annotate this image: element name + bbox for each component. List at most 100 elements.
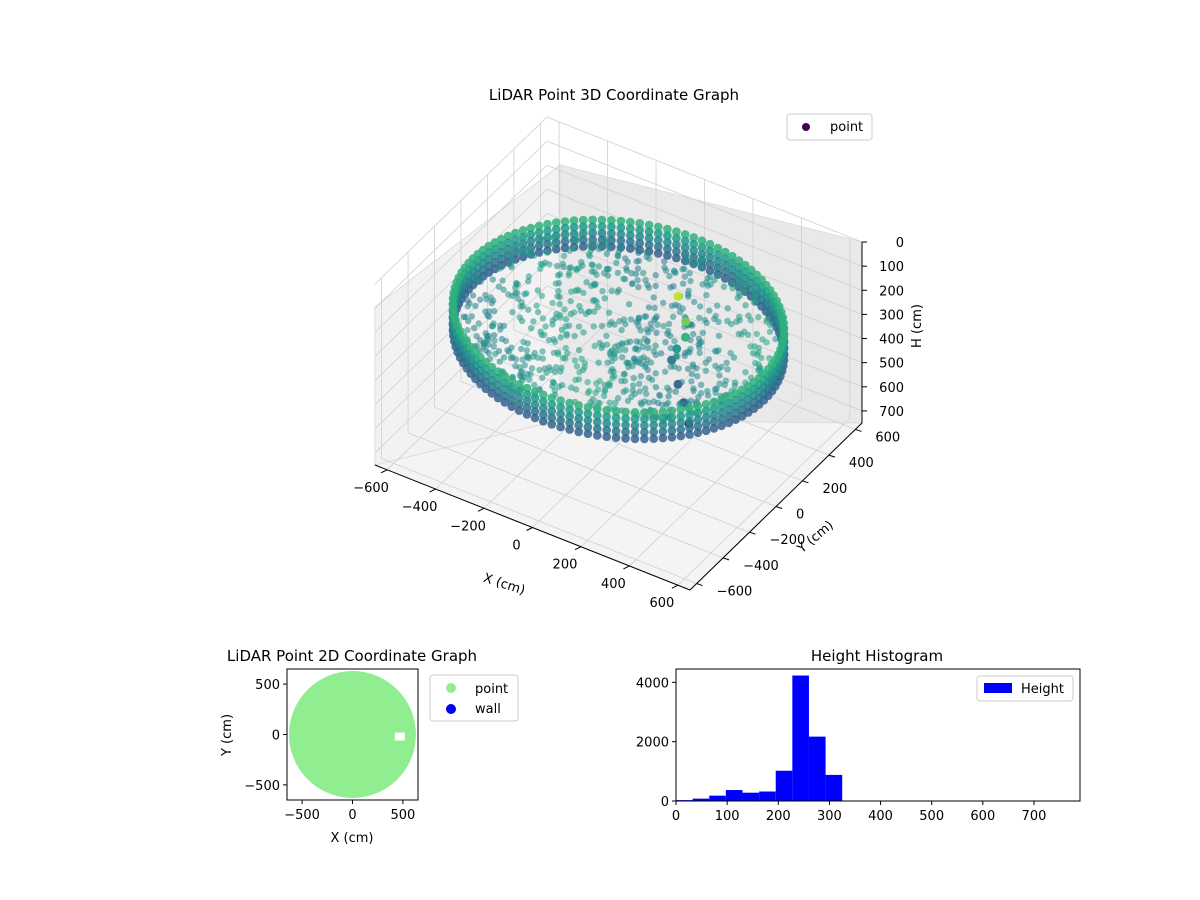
legend-2d-label-point: point	[475, 682, 508, 697]
scatter-3d-point	[481, 357, 491, 367]
scatter-3d-point	[709, 417, 719, 427]
scatter-3d-point	[654, 249, 663, 258]
z-axis-label-3d: H (cm)	[910, 304, 925, 348]
legend-2d: point wall	[429, 674, 519, 722]
scatter-3d-point	[606, 399, 613, 406]
scatter-3d-point	[497, 234, 506, 244]
scatter-3d-point	[588, 215, 597, 225]
scatter-3d-point	[509, 309, 516, 316]
scatter-3d-point	[705, 246, 715, 256]
scatter-3d-point	[476, 296, 484, 303]
scatter-3d-point	[717, 414, 726, 424]
scatter-2d-points	[289, 671, 416, 798]
scatter-3d-point	[630, 408, 640, 417]
scatter-3d-point	[632, 345, 640, 352]
scatter-3d-point	[518, 239, 528, 248]
x-tick-label-3d: −200	[450, 519, 486, 534]
histogram-ticks: 0 100 200 300 400 500 600 700 0 2000 4000	[636, 676, 1046, 824]
scatter-3d-point	[549, 234, 556, 241]
scatter-3d-point	[636, 380, 643, 388]
scatter-3d-point	[720, 283, 728, 290]
scatter-3d-point	[736, 271, 744, 279]
scatter-3d-point	[681, 273, 688, 280]
scatter-3d-point	[693, 415, 703, 424]
scatter-3d-point	[688, 370, 696, 378]
scatter-3d-point	[680, 230, 690, 239]
scatter-3d-point	[734, 256, 744, 265]
scatter-3d-point	[598, 322, 606, 330]
x-tick-3d	[477, 507, 485, 512]
scatter-3d-point	[518, 317, 526, 325]
scatter-3d-point	[763, 339, 770, 346]
scatter-3d-point	[576, 264, 583, 271]
scatter-3d-point	[507, 355, 515, 362]
legend-2d-marker-wall	[446, 704, 456, 714]
scatter-3d-point	[663, 238, 672, 247]
scatter-3d-point	[572, 376, 579, 384]
scatter-3d-point	[583, 429, 593, 439]
x-axis-label-3d: X (cm)	[481, 571, 527, 599]
z-tick-label-3d: 500	[879, 357, 904, 372]
scatter-3d-point	[642, 385, 649, 392]
scatter-3d-point	[689, 246, 698, 255]
scatter-3d-point	[530, 400, 540, 410]
scatter-3d-point	[555, 383, 563, 390]
scatter-3d-point	[539, 403, 548, 413]
scatter-3d-point	[643, 390, 650, 397]
scatter-3d-point	[488, 299, 495, 307]
scatter-3d-point	[713, 263, 720, 270]
scatter-3d-point	[557, 368, 564, 375]
scatter-3d-point	[465, 317, 472, 325]
y-tick-label-3d: −400	[743, 559, 779, 574]
scatter-3d-point	[685, 417, 694, 426]
scatter-3d-point	[539, 236, 546, 244]
scatter-3d-point	[703, 292, 710, 299]
scatter-3d-point	[533, 302, 540, 309]
scatter-3d-point	[658, 427, 668, 436]
scatter-3d-point	[676, 411, 686, 421]
scatter-2d-point-cloud	[289, 671, 416, 798]
scatter-3d-point	[493, 380, 503, 390]
scatter-3d-point	[625, 301, 633, 308]
scatter-3d-point	[731, 415, 740, 425]
scatter-3d-point	[750, 299, 758, 306]
scatter-3d-point	[665, 327, 672, 335]
scatter-3d-point	[599, 287, 606, 295]
scatter-3d-point	[644, 233, 654, 243]
scatter-3d-point	[711, 277, 718, 284]
histogram-x-tick-label: 200	[766, 809, 791, 824]
scatter-3d-point	[697, 381, 705, 388]
scatter-3d-point	[705, 253, 715, 262]
scatter-3d-point	[727, 265, 737, 274]
scatter-3d-point	[663, 244, 672, 254]
legend-3d-marker	[802, 123, 810, 131]
scatter-3d-point	[567, 264, 574, 271]
scatter-3d-point	[629, 280, 636, 287]
scatter-3d-point	[648, 325, 655, 332]
scatter-3d-point	[491, 307, 498, 315]
scatter-3d-point	[530, 393, 540, 403]
scatter-3d-point	[672, 301, 679, 308]
scatter-3d-point	[635, 225, 644, 235]
scatter-3d-point	[611, 413, 621, 423]
scatter-3d-point	[742, 369, 749, 376]
scatter-3d-point	[579, 222, 588, 231]
scatter-3d-point	[766, 328, 774, 335]
histogram-y-tick-label: 0	[661, 795, 669, 810]
x-tick-3d	[429, 488, 436, 493]
scatter-3d-point	[560, 217, 570, 226]
scatter-3d-point	[717, 401, 726, 411]
scatter-3d-point	[727, 271, 737, 281]
scatter-3d-point	[772, 335, 779, 343]
scatter-3d-point	[693, 402, 703, 411]
scatter-3d-point	[697, 243, 707, 252]
scatter-3d-point	[556, 396, 565, 405]
scatter-3d-point	[654, 321, 661, 328]
scatter-3d-point	[729, 280, 736, 287]
scatter-3d-point	[640, 269, 647, 277]
scatter-3d-point	[667, 426, 677, 435]
scatter-3d-point	[497, 248, 506, 257]
scatter-3d-point	[573, 363, 581, 370]
scatter-3d-point	[606, 321, 613, 328]
scatter-3d-point	[503, 238, 513, 247]
